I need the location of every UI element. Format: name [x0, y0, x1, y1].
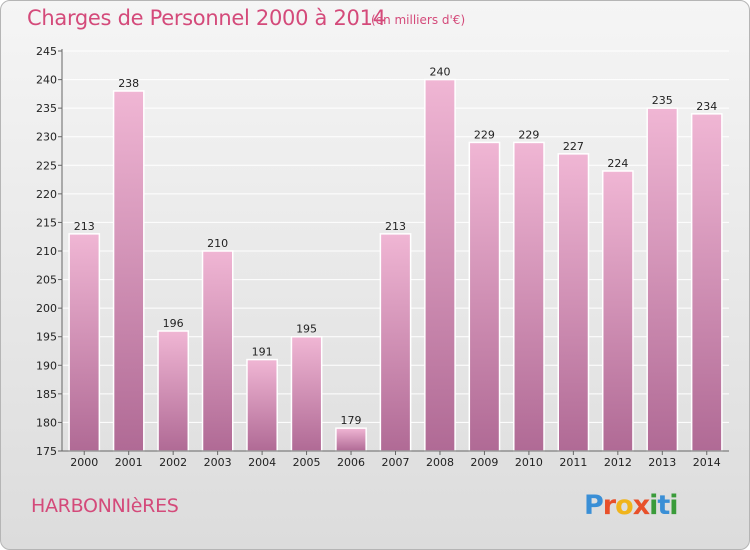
bar-2011	[557, 153, 590, 452]
proxiti-logo: Proxiti	[584, 490, 679, 521]
y-tick-label: 230	[36, 131, 57, 144]
y-tick-label: 240	[36, 74, 57, 87]
y-tick-label: 245	[36, 45, 57, 58]
data-label-2003: 210	[207, 237, 228, 250]
data-label-2006: 179	[341, 414, 362, 427]
commune-name: HARBONNIèRES	[31, 495, 179, 517]
proxiti-logo-letter: o	[615, 490, 634, 521]
y-tick-label: 210	[36, 245, 57, 258]
data-label-2009: 229	[474, 128, 495, 141]
y-tick-label: 190	[36, 359, 57, 372]
data-label-2010: 229	[518, 128, 539, 141]
x-tick-label-2001: 2001	[115, 456, 143, 469]
bar-2001	[112, 90, 145, 452]
data-label-2012: 224	[607, 157, 628, 170]
x-tick-label-2013: 2013	[648, 456, 676, 469]
data-label-2008: 240	[429, 66, 450, 79]
proxiti-logo-letter: i	[649, 490, 658, 521]
y-tick-label: 205	[36, 274, 57, 287]
x-tick-label-2009: 2009	[470, 456, 498, 469]
proxiti-logo-letter: i	[669, 490, 678, 521]
axes: 1751801851901952002052102152202252302352…	[36, 45, 729, 469]
bar-2003	[201, 250, 234, 452]
data-label-2005: 195	[296, 323, 317, 336]
y-tick-label: 180	[36, 416, 57, 429]
bars: 213 238 196 210 191 195 179 213 240 229 229 227 224 2…	[68, 66, 723, 452]
chart-subtitle: (en milliers d'€)	[371, 13, 466, 27]
x-tick-label-2007: 2007	[382, 456, 410, 469]
bar-2014	[690, 113, 723, 452]
bar-2002	[157, 330, 190, 452]
bar-2004	[246, 358, 278, 452]
bar-2013	[646, 107, 679, 452]
proxiti-logo-letter: r	[602, 490, 616, 521]
data-label-2011: 227	[563, 140, 584, 153]
x-tick-label-2012: 2012	[604, 456, 632, 469]
x-tick-label-2000: 2000	[70, 456, 98, 469]
data-label-2007: 213	[385, 220, 406, 233]
bar-2010	[513, 141, 545, 452]
proxiti-logo-letter: t	[657, 490, 670, 521]
bar-2009	[468, 141, 501, 452]
x-tick-label-2006: 2006	[337, 456, 365, 469]
y-tick-label: 225	[36, 159, 57, 172]
bar-2000	[68, 233, 101, 452]
bar-2005	[290, 335, 323, 452]
data-label-2002: 196	[163, 317, 184, 330]
y-tick-label: 220	[36, 188, 57, 201]
y-tick-label: 195	[36, 331, 57, 344]
x-tick-label-2014: 2014	[693, 456, 721, 469]
bar-2012	[601, 170, 634, 452]
bar-2006	[335, 427, 367, 452]
x-tick-label-2011: 2011	[559, 456, 587, 469]
data-label-2000: 213	[74, 220, 95, 233]
data-label-2001: 238	[118, 77, 139, 90]
x-tick-label-2008: 2008	[426, 456, 454, 469]
x-tick-label-2010: 2010	[515, 456, 543, 469]
y-tick-label: 200	[36, 302, 57, 315]
x-tick-label-2005: 2005	[293, 456, 321, 469]
y-tick-label: 215	[36, 216, 57, 229]
y-tick-label: 175	[36, 445, 57, 458]
y-tick-label: 235	[36, 102, 57, 115]
data-label-2013: 235	[652, 94, 673, 107]
proxiti-logo-letter: x	[632, 490, 650, 521]
data-label-2004: 191	[252, 346, 273, 359]
y-tick-label: 185	[36, 388, 57, 401]
bar-2007	[379, 233, 412, 452]
data-label-2014: 234	[696, 100, 717, 113]
x-tick-label-2002: 2002	[159, 456, 187, 469]
bar-2008	[424, 78, 456, 452]
proxiti-logo-letter: P	[584, 490, 604, 521]
chart-title: Charges de Personnel 2000 à 2014	[27, 6, 386, 30]
x-tick-label-2004: 2004	[248, 456, 276, 469]
x-tick-label-2003: 2003	[204, 456, 232, 469]
